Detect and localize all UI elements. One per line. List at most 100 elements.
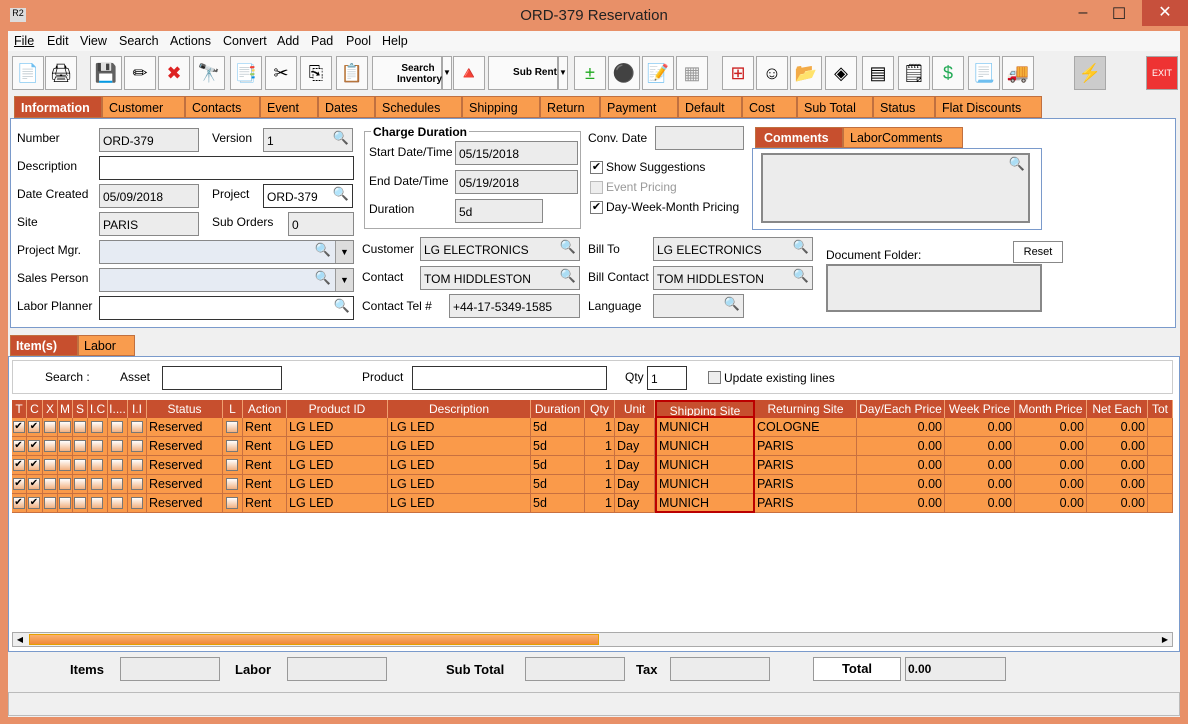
menu-pad[interactable]: Pad: [311, 34, 334, 48]
edit-icon[interactable]: ✏: [124, 56, 156, 90]
action-cell[interactable]: Rent: [243, 475, 287, 494]
column-header[interactable]: M: [58, 400, 73, 418]
returning-site-cell[interactable]: PARIS: [755, 437, 857, 456]
column-header[interactable]: X: [43, 400, 58, 418]
status-cell[interactable]: Reserved: [147, 437, 223, 456]
smiley-icon[interactable]: ☺: [756, 56, 788, 90]
duration-cell[interactable]: 5d: [531, 418, 585, 437]
checkbox-cell[interactable]: [128, 475, 147, 494]
day-cell[interactable]: 0.00: [857, 475, 945, 494]
copy-to-icon[interactable]: 📑: [230, 56, 262, 90]
checkbox-cell[interactable]: [88, 418, 108, 437]
checkbox-cell[interactable]: [88, 494, 108, 513]
hierarchy-icon[interactable]: ⊞: [722, 56, 754, 90]
total-cell[interactable]: [1148, 437, 1173, 456]
product-id-cell[interactable]: LG LED: [287, 418, 388, 437]
checkbox-cell[interactable]: [58, 456, 73, 475]
sub-rent-dropdown-icon[interactable]: ▼: [558, 56, 568, 90]
tab-return[interactable]: Return: [540, 96, 600, 118]
chevron-down-icon[interactable]: ▼: [335, 269, 353, 291]
print-icon[interactable]: 🖨: [45, 56, 77, 90]
shapes-icon[interactable]: 🔺: [453, 56, 485, 90]
checkbox-cell[interactable]: ✔: [12, 437, 27, 456]
description-field[interactable]: [99, 156, 354, 180]
description-cell[interactable]: LG LED: [388, 494, 531, 513]
search-icon[interactable]: 🔍: [559, 239, 576, 254]
row-checkbox[interactable]: ✔: [28, 421, 40, 433]
unit-cell[interactable]: Day: [615, 456, 655, 475]
row-checkbox[interactable]: [226, 478, 238, 490]
unit-cell[interactable]: Day: [615, 418, 655, 437]
checkbox-cell[interactable]: [43, 494, 58, 513]
shipping-site-cell[interactable]: MUNICH: [655, 494, 755, 513]
contact-field[interactable]: TOM HIDDLESTON 🔍: [420, 266, 580, 290]
search-inventory-button[interactable]: Search Inventory: [372, 56, 442, 90]
stack-icon[interactable]: ▤: [862, 56, 894, 90]
row-checkbox[interactable]: [91, 440, 103, 452]
exit-button[interactable]: EXIT: [1146, 56, 1178, 90]
maximize-button[interactable]: ☐: [1111, 6, 1127, 23]
month-cell[interactable]: 0.00: [1015, 475, 1087, 494]
tab-items[interactable]: Item(s): [10, 335, 78, 356]
product-id-cell[interactable]: LG LED: [287, 494, 388, 513]
checkbox-cell[interactable]: [128, 494, 147, 513]
description-cell[interactable]: LG LED: [388, 475, 531, 494]
row-checkbox[interactable]: [43, 440, 56, 452]
row-checkbox[interactable]: ✔: [12, 478, 25, 490]
row-checkbox[interactable]: [111, 459, 123, 471]
checkbox-cell[interactable]: [108, 418, 128, 437]
net-cell[interactable]: 0.00: [1087, 475, 1148, 494]
checkbox-cell[interactable]: [58, 418, 73, 437]
total-cell[interactable]: [1148, 456, 1173, 475]
delete-icon[interactable]: ✖: [158, 56, 190, 90]
search-icon[interactable]: 🔍: [792, 239, 809, 254]
table-row[interactable]: ✔ ✔ Reserved Rent LG LED LG LED 5d 1 Day MUNICH CO…: [12, 418, 1173, 437]
week-cell[interactable]: 0.00: [945, 437, 1015, 456]
update-existing-checkbox[interactable]: [708, 371, 721, 384]
column-header[interactable]: L: [223, 400, 243, 418]
row-checkbox[interactable]: [226, 497, 238, 509]
pool-icon[interactable]: ⚫: [608, 56, 640, 90]
day-cell[interactable]: 0.00: [857, 437, 945, 456]
returning-site-cell[interactable]: PARIS: [755, 456, 857, 475]
row-checkbox[interactable]: [130, 478, 143, 490]
menu-convert[interactable]: Convert: [223, 34, 267, 48]
returning-site-cell[interactable]: PARIS: [755, 475, 857, 494]
scrollbar-thumb[interactable]: [29, 634, 599, 645]
checkbox-cell[interactable]: [223, 494, 243, 513]
checkbox-cell[interactable]: [43, 418, 58, 437]
unit-cell[interactable]: Day: [615, 437, 655, 456]
row-checkbox[interactable]: ✔: [28, 478, 40, 490]
checkbox-cell[interactable]: [88, 437, 108, 456]
tab-default[interactable]: Default: [678, 96, 742, 118]
search-icon[interactable]: 🔍: [332, 130, 349, 145]
tab-shipping[interactable]: Shipping: [462, 96, 540, 118]
tab-labor-comments[interactable]: LaborComments: [843, 127, 963, 148]
checkbox-cell[interactable]: [58, 437, 73, 456]
row-checkbox[interactable]: [111, 478, 123, 490]
binoculars-icon[interactable]: 🔭: [193, 56, 225, 90]
month-cell[interactable]: 0.00: [1015, 456, 1087, 475]
row-checkbox[interactable]: [111, 440, 123, 452]
search-icon[interactable]: 🔍: [333, 298, 350, 313]
row-checkbox[interactable]: [91, 497, 103, 509]
total-cell[interactable]: [1148, 494, 1173, 513]
bill-contact-field[interactable]: TOM HIDDLESTON 🔍: [653, 266, 813, 290]
invoice-icon[interactable]: 📃: [968, 56, 1000, 90]
row-checkbox[interactable]: ✔: [12, 440, 25, 452]
row-checkbox[interactable]: [111, 497, 123, 509]
version-field[interactable]: 1 🔍: [263, 128, 353, 152]
returning-site-cell[interactable]: PARIS: [755, 494, 857, 513]
menu-pool[interactable]: Pool: [346, 34, 372, 48]
month-cell[interactable]: 0.00: [1015, 494, 1087, 513]
week-cell[interactable]: 0.00: [945, 456, 1015, 475]
row-checkbox[interactable]: [130, 497, 143, 509]
product-input[interactable]: [412, 366, 607, 390]
new-icon[interactable]: 📄: [12, 56, 44, 90]
qty-input[interactable]: 1: [647, 366, 687, 390]
scroll-left-icon[interactable]: ◀: [16, 635, 24, 644]
tab-comments[interactable]: Comments: [755, 127, 843, 148]
save-icon[interactable]: 💾: [90, 56, 122, 90]
column-header[interactable]: I.C: [88, 400, 108, 418]
tab-payment[interactable]: Payment: [600, 96, 678, 118]
